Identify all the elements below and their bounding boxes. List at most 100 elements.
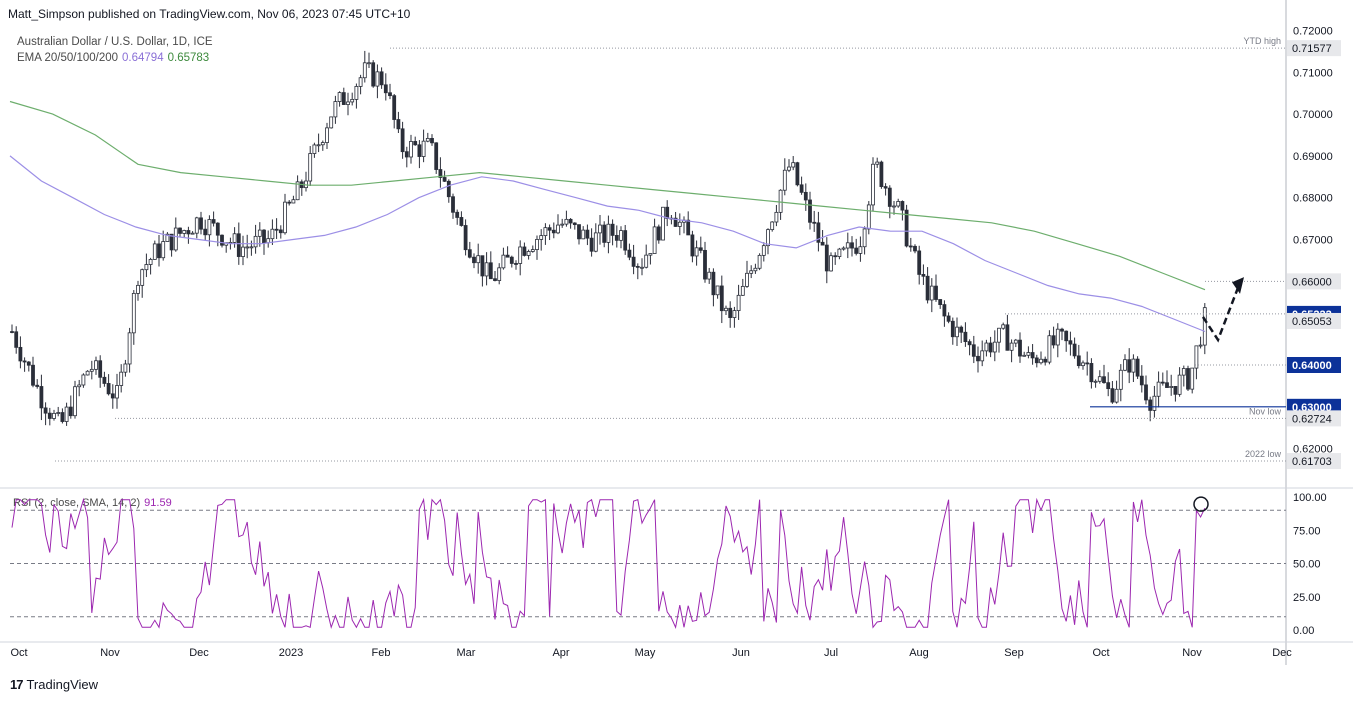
candle-up <box>694 247 699 257</box>
candle-up <box>1131 358 1136 373</box>
candle-down <box>946 315 951 322</box>
ema-green-line <box>9 100 1206 291</box>
rsi-legend[interactable]: RSI (2, close, SMA, 14, 2) 91.59 <box>13 497 172 509</box>
candle-down <box>879 161 884 187</box>
candle-up <box>257 229 262 237</box>
candle-down <box>950 320 955 338</box>
candle-up <box>312 144 317 154</box>
candle-down <box>26 361 31 366</box>
rsi-tick-label: 100.00 <box>1293 492 1327 504</box>
candle-up <box>182 230 187 234</box>
candle-up <box>283 201 287 234</box>
candle-down <box>1076 355 1081 367</box>
price-badge <box>1287 357 1341 373</box>
candle-down <box>1165 382 1169 388</box>
candle-up <box>1198 344 1203 347</box>
rsi-value: 91.59 <box>144 497 172 509</box>
price-level-label: 0.62724 <box>1292 413 1332 425</box>
candle-down <box>278 229 283 234</box>
ema-value-green: 0.65783 <box>167 52 210 64</box>
candle-down <box>467 249 472 258</box>
candle-down <box>551 229 556 234</box>
candle-down <box>379 71 384 86</box>
ema-legend[interactable]: EMA 20/50/100/200 0.64794 0.65783 <box>17 52 209 64</box>
candle-up <box>131 292 136 334</box>
candle-down <box>1034 357 1039 364</box>
candle-up <box>862 228 867 248</box>
candle-up <box>245 246 250 249</box>
candle-down <box>98 360 103 378</box>
candle-down <box>795 162 800 186</box>
candle-down <box>711 271 716 296</box>
candle-down <box>413 141 418 146</box>
candle-down <box>925 275 930 301</box>
rsi-tick-label: 50.00 <box>1293 559 1321 571</box>
candle-up <box>337 92 342 102</box>
candle-up <box>1055 328 1060 346</box>
candle-down <box>10 331 14 333</box>
price-level-label: 0.61703 <box>1292 456 1332 468</box>
candle-down <box>589 237 594 252</box>
candle-down <box>178 227 182 234</box>
price-tick-label: 0.62000 <box>1293 444 1333 456</box>
time-tick-label: Feb <box>372 647 391 659</box>
price-tick-label: 0.69000 <box>1293 151 1333 163</box>
candle-down <box>816 222 821 243</box>
candle-up <box>1047 335 1052 363</box>
candle-down <box>1102 376 1106 384</box>
candle-up <box>136 284 140 294</box>
candle-down <box>1110 388 1115 403</box>
candle-down <box>1051 335 1056 346</box>
candle-up <box>1202 307 1207 346</box>
rsi-label: RSI (2, close, SMA, 14, 2) <box>13 497 141 509</box>
candle-down <box>157 243 161 259</box>
candle-down <box>614 234 619 241</box>
candle-down <box>199 217 203 230</box>
time-tick-label: May <box>635 647 656 659</box>
candle-up <box>980 350 985 362</box>
candle-down <box>913 245 917 252</box>
candle-up <box>1194 345 1199 369</box>
candle-up <box>652 226 657 254</box>
candle-up <box>484 262 489 277</box>
candle-up <box>115 385 119 399</box>
tradingview-brand[interactable]: 17 TradingView <box>10 677 98 692</box>
candle-down <box>971 344 976 357</box>
symbol-legend[interactable]: Australian Dollar / U.S. Dollar, 1D, ICE <box>17 36 213 48</box>
rsi-tick-label: 25.00 <box>1293 592 1321 604</box>
candle-down <box>388 92 392 97</box>
rsi-tick-label: 75.00 <box>1293 525 1321 537</box>
candle-up <box>581 229 586 240</box>
time-tick-label: Nov <box>100 647 120 659</box>
candle-up <box>94 360 98 370</box>
candle-up <box>677 221 682 227</box>
ema-label: EMA 20/50/100/200 <box>17 52 119 64</box>
candle-up <box>316 144 321 147</box>
candle-down <box>451 196 455 213</box>
candle-down <box>1148 399 1153 411</box>
candle-down <box>934 285 938 300</box>
candle-up <box>270 228 275 240</box>
candle-up <box>761 245 766 256</box>
candle-up <box>1026 352 1031 356</box>
candle-up <box>1009 342 1014 351</box>
candle-up <box>770 221 775 231</box>
candle-down <box>959 326 964 333</box>
rsi-tick-label: 0.00 <box>1293 625 1314 637</box>
candle-down <box>18 346 23 362</box>
candle-up <box>249 246 254 249</box>
candle-up <box>119 371 124 386</box>
candle-down <box>547 227 552 231</box>
candle-down <box>106 383 111 395</box>
candle-down <box>917 250 922 275</box>
candle-up <box>829 255 833 272</box>
candle-up <box>749 270 754 274</box>
candle-down <box>1060 328 1064 332</box>
candle-down <box>1160 381 1165 384</box>
candle-down <box>635 265 640 268</box>
candle-up <box>501 254 506 269</box>
candle-up <box>173 227 178 251</box>
candle-up <box>77 384 82 388</box>
candle-down <box>169 233 174 251</box>
